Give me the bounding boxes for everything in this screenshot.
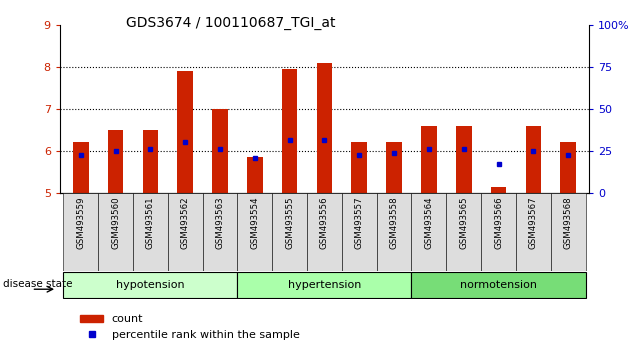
Bar bbox=[421, 126, 437, 193]
Legend: count, percentile rank within the sample: count, percentile rank within the sample bbox=[76, 310, 304, 344]
Bar bbox=[411, 272, 585, 298]
Bar bbox=[317, 63, 332, 193]
Text: GSM493558: GSM493558 bbox=[389, 197, 399, 250]
Bar bbox=[142, 130, 158, 193]
Text: GSM493555: GSM493555 bbox=[285, 197, 294, 250]
Bar bbox=[168, 193, 203, 271]
Text: GSM493557: GSM493557 bbox=[355, 197, 364, 250]
Bar bbox=[352, 143, 367, 193]
Bar bbox=[282, 69, 297, 193]
Bar bbox=[481, 193, 516, 271]
Text: disease state: disease state bbox=[3, 279, 72, 289]
Bar bbox=[73, 143, 89, 193]
Bar bbox=[377, 193, 411, 271]
Text: GDS3674 / 100110687_TGI_at: GDS3674 / 100110687_TGI_at bbox=[126, 16, 336, 30]
Bar bbox=[64, 193, 98, 271]
Text: GSM493560: GSM493560 bbox=[111, 197, 120, 250]
Bar bbox=[178, 71, 193, 193]
Text: GSM493563: GSM493563 bbox=[215, 197, 224, 250]
Text: GSM493561: GSM493561 bbox=[146, 197, 155, 250]
Bar bbox=[64, 272, 238, 298]
Bar bbox=[342, 193, 377, 271]
Text: GSM493564: GSM493564 bbox=[425, 197, 433, 250]
Text: GSM493562: GSM493562 bbox=[181, 197, 190, 250]
Bar bbox=[238, 193, 272, 271]
Text: GSM493568: GSM493568 bbox=[564, 197, 573, 250]
Bar bbox=[516, 193, 551, 271]
Bar bbox=[456, 126, 471, 193]
Bar bbox=[560, 143, 576, 193]
Text: hypotension: hypotension bbox=[116, 280, 185, 290]
Text: GSM493554: GSM493554 bbox=[250, 197, 260, 250]
Text: GSM493556: GSM493556 bbox=[320, 197, 329, 250]
Bar bbox=[203, 193, 238, 271]
Bar bbox=[133, 193, 168, 271]
Bar bbox=[212, 109, 228, 193]
Text: GSM493566: GSM493566 bbox=[494, 197, 503, 250]
Text: hypertension: hypertension bbox=[288, 280, 361, 290]
Bar bbox=[551, 193, 585, 271]
Text: GSM493565: GSM493565 bbox=[459, 197, 468, 250]
Text: GSM493559: GSM493559 bbox=[76, 197, 85, 249]
Bar bbox=[525, 126, 541, 193]
Bar bbox=[411, 193, 446, 271]
Bar bbox=[491, 187, 507, 193]
Bar bbox=[247, 157, 263, 193]
Text: normotension: normotension bbox=[460, 280, 537, 290]
Bar bbox=[386, 143, 402, 193]
Text: GSM493567: GSM493567 bbox=[529, 197, 538, 250]
Bar bbox=[238, 272, 411, 298]
Bar bbox=[272, 193, 307, 271]
Bar bbox=[108, 130, 123, 193]
Bar bbox=[307, 193, 342, 271]
Bar bbox=[446, 193, 481, 271]
Bar bbox=[98, 193, 133, 271]
